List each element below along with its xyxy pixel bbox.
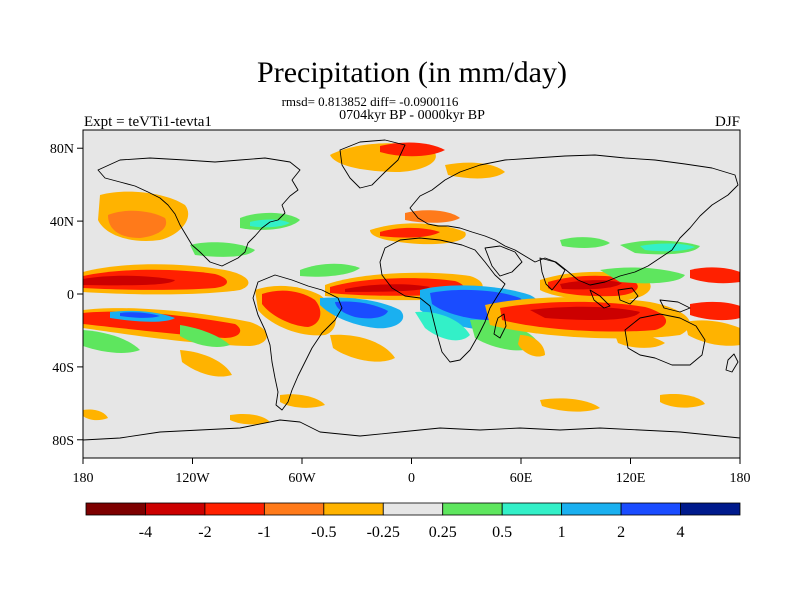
map-panel (83, 130, 740, 458)
lat-tick-label: 80N (50, 142, 74, 157)
colorbar-label: 2 (617, 524, 625, 541)
colorbar-label: -2 (198, 524, 211, 541)
colorbar-swatch (263, 502, 325, 516)
latitude-axis: 80N 40N 0 40S 80S (50, 142, 83, 449)
colorbar-swatch (85, 502, 146, 516)
colorbar-label: -0.5 (311, 524, 336, 541)
colorbar-label: 0.5 (492, 524, 512, 541)
coastline-arabia (484, 245, 523, 277)
colorbar-swatch (204, 502, 265, 516)
colorbar: -4 -2 -1 -0.5 -0.25 0.25 0.5 1 2 4 (85, 502, 741, 541)
lon-tick-label: 120W (175, 471, 210, 486)
expt-label: Expt = teVTi1-tevta1 (84, 114, 212, 130)
lon-tick-label: 60W (288, 471, 316, 486)
coastline-north-america (97, 157, 301, 267)
coastline-madagascar (493, 313, 507, 339)
colorbar-swatch (620, 502, 681, 516)
coastline-india (539, 257, 566, 291)
colorbar-swatch (680, 502, 741, 516)
coastline-antarctica (83, 419, 740, 441)
colorbar-swatch (382, 502, 444, 516)
map-title: Precipitation (in mm/day) (257, 56, 567, 89)
coastlines (83, 139, 740, 441)
coastline-new-guinea (659, 299, 691, 313)
lat-tick-label: 40S (52, 361, 74, 376)
colorbar-swatch (145, 502, 206, 516)
colorbar-label: 1 (558, 524, 566, 541)
coastline-australia (624, 313, 706, 366)
lat-tick-label: 80S (52, 434, 74, 449)
lon-tick-label: 180 (73, 471, 94, 486)
lon-tick-label: 120E (616, 471, 646, 486)
precip-anomaly-field (83, 142, 740, 425)
coastline-borneo (617, 287, 639, 305)
coastline-greenland (339, 139, 406, 189)
season-label: DJF (715, 114, 740, 130)
colorbar-swatch (442, 502, 503, 516)
colorbar-swatch (561, 502, 622, 516)
lon-tick-label: 180 (730, 471, 751, 486)
colorbar-label: -0.25 (367, 524, 400, 541)
stats-line: rmsd= 0.813852 diff= -0.0900116 (282, 94, 459, 109)
coastline-south-america (252, 274, 343, 411)
longitude-axis: 180 120W 60W 0 60E 120E 180 (73, 458, 751, 486)
lat-tick-label: 0 (67, 288, 74, 303)
colorbar-swatch (501, 502, 563, 516)
period-line: 0704kyr BP - 0000kyr BP (339, 108, 485, 123)
colorbar-label: -1 (258, 524, 271, 541)
coastline-new-zealand (725, 353, 739, 373)
colorbar-label: -4 (139, 524, 152, 541)
lon-tick-label: 60E (510, 471, 533, 486)
colorbar-label: 0.25 (429, 524, 457, 541)
coastline-sumatra (589, 289, 611, 309)
coastline-africa (379, 237, 506, 363)
coastline-eurasia (409, 154, 739, 286)
lon-tick-label: 0 (408, 471, 415, 486)
lat-tick-label: 40N (50, 215, 74, 230)
colorbar-label: 4 (677, 524, 685, 541)
colorbar-swatch (323, 502, 384, 516)
